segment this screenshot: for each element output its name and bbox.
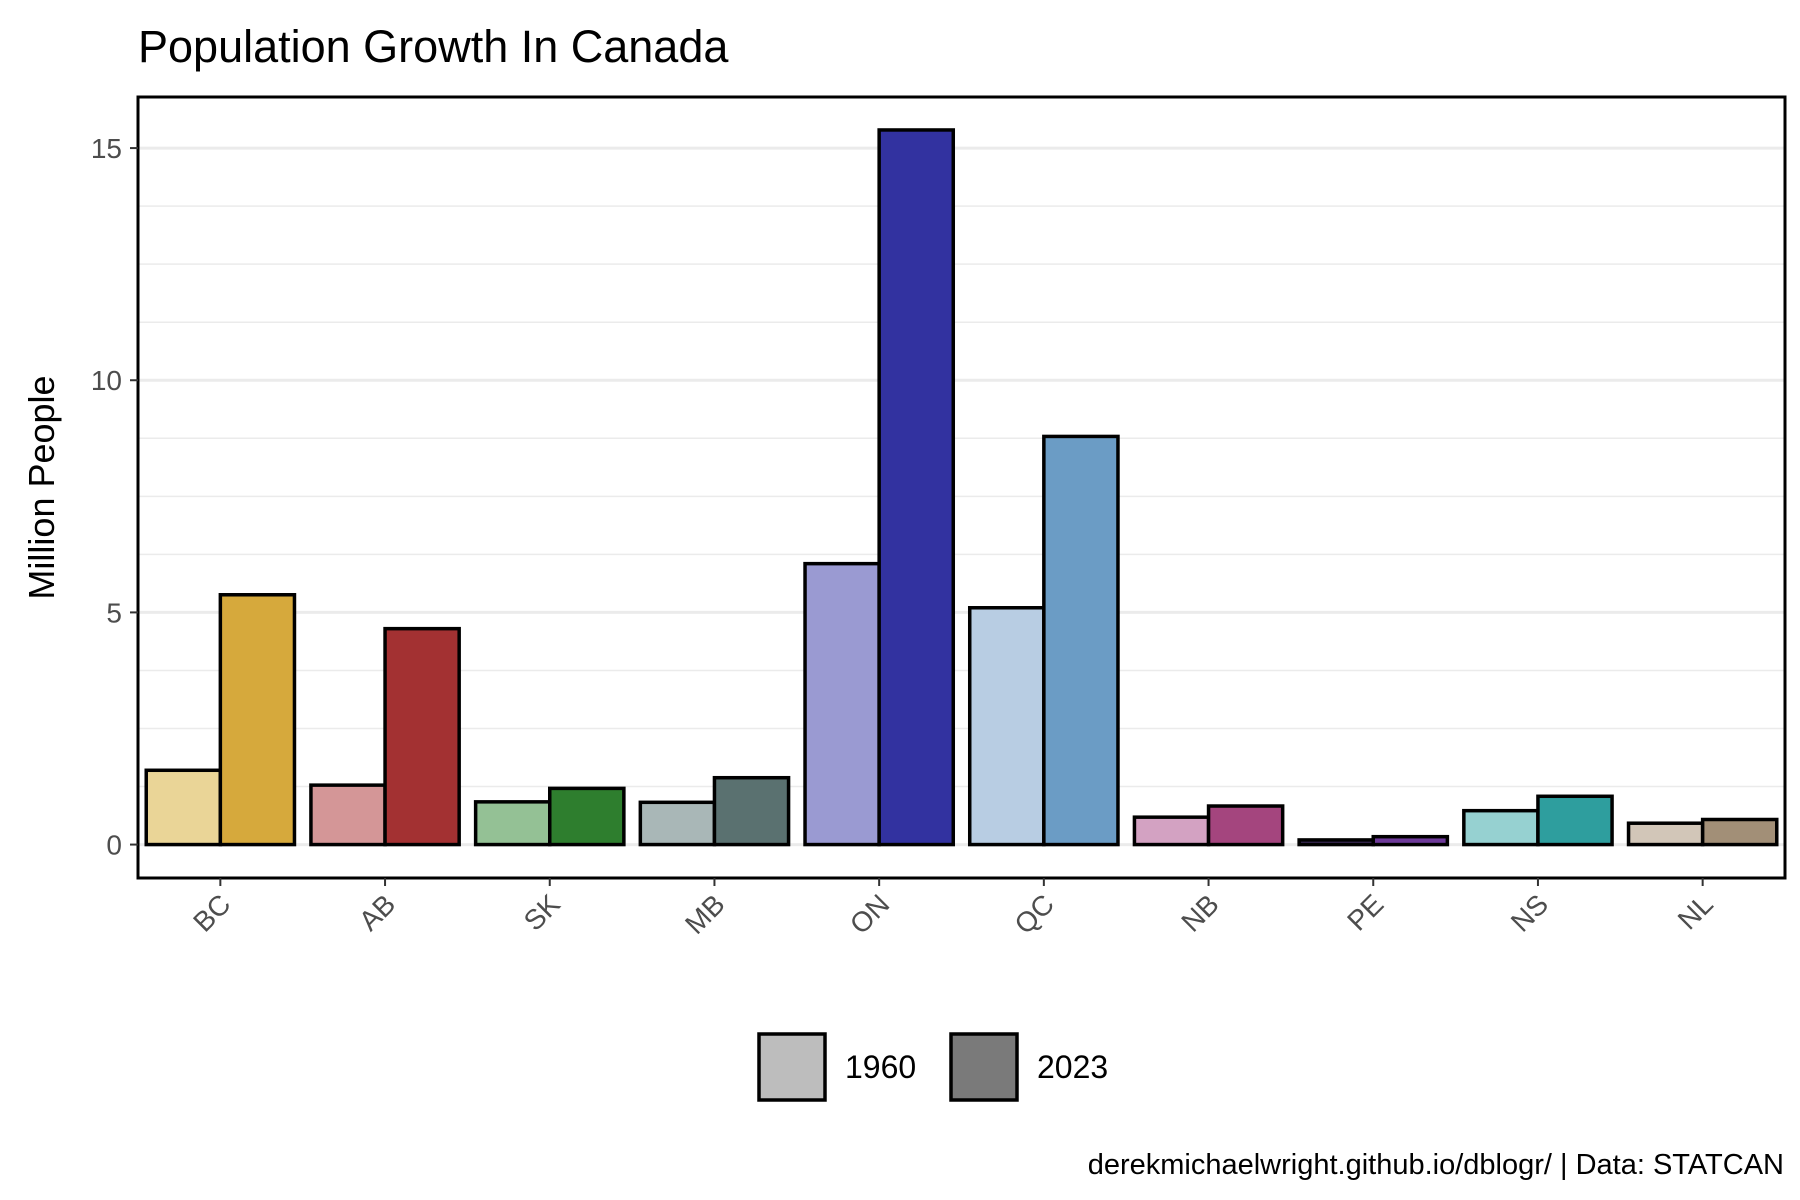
bar-ab-2023 [383, 626, 461, 847]
bar-nl-1960 [1626, 821, 1705, 847]
legend-label-1960: 1960 [845, 1049, 916, 1085]
x-axis: BC AB SK MB ON QC NB PE NS NL [187, 878, 1719, 940]
bar-sk-1960 [473, 800, 552, 847]
x-tick-label: NB [1175, 888, 1224, 937]
legend-key-1960 [757, 1032, 827, 1102]
bar-ns-2023 [1536, 794, 1614, 847]
y-tick-label: 15 [91, 133, 122, 164]
bar-sk-2023 [548, 786, 626, 847]
bar-qc-1960 [967, 606, 1046, 847]
bar-ns-1960 [1462, 808, 1540, 847]
bar-ab-1960 [309, 783, 387, 847]
bar-bc-2023 [218, 593, 297, 847]
legend-key-2023 [949, 1032, 1019, 1102]
panel-border [136, 95, 1787, 880]
bar-nl-2023 [1700, 817, 1779, 847]
x-tick-label: QC [1008, 888, 1060, 940]
bar-nb-2023 [1206, 804, 1285, 847]
chart-title: Population Growth In Canada [138, 21, 729, 72]
bar-bc-1960 [144, 768, 223, 847]
y-tick-label: 5 [106, 597, 122, 628]
bar-mb-2023 [712, 775, 791, 847]
bar-mb-1960 [638, 800, 717, 847]
x-tick-label: PE [1341, 888, 1389, 936]
x-tick-label: NL [1672, 888, 1719, 935]
x-tick-label: NS [1505, 888, 1554, 937]
bar-on-2023 [877, 128, 956, 847]
legend-label-2023: 2023 [1037, 1049, 1108, 1085]
y-tick-label: 10 [91, 365, 122, 396]
bar-pe-2023 [1371, 834, 1450, 847]
legend: 1960 2023 [757, 1032, 1108, 1102]
bars [144, 128, 1779, 847]
bar-pe-1960 [1297, 838, 1376, 847]
x-tick-label: SK [518, 888, 567, 937]
x-tick-label: MB [679, 888, 731, 940]
y-tick-label: 0 [106, 830, 122, 861]
x-tick-label: ON [844, 888, 896, 940]
y-axis: 0 5 10 15 [91, 133, 138, 861]
y-axis-label: Million People [21, 375, 62, 599]
bar-nb-1960 [1132, 815, 1211, 847]
bar-qc-2023 [1042, 434, 1120, 847]
chart-caption: derekmichaelwright.github.io/dblogr/ | D… [1088, 1149, 1784, 1181]
x-tick-label: BC [187, 888, 236, 937]
x-tick-label: AB [353, 888, 401, 936]
bar-on-1960 [803, 561, 881, 847]
